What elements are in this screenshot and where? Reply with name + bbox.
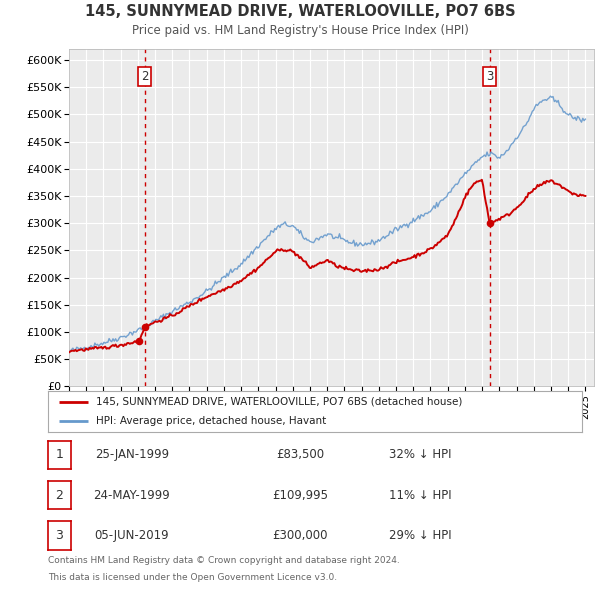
Text: 2: 2 [141,70,148,83]
Text: 3: 3 [55,529,64,542]
Text: This data is licensed under the Open Government Licence v3.0.: This data is licensed under the Open Gov… [48,572,337,582]
Text: £109,995: £109,995 [272,489,328,502]
Text: 3: 3 [486,70,493,83]
Text: Contains HM Land Registry data © Crown copyright and database right 2024.: Contains HM Land Registry data © Crown c… [48,556,400,565]
Text: Price paid vs. HM Land Registry's House Price Index (HPI): Price paid vs. HM Land Registry's House … [131,24,469,37]
Text: 05-JUN-2019: 05-JUN-2019 [95,529,169,542]
Text: HPI: Average price, detached house, Havant: HPI: Average price, detached house, Hava… [96,416,326,426]
Text: £83,500: £83,500 [276,448,324,461]
Text: 11% ↓ HPI: 11% ↓ HPI [389,489,451,502]
Text: 29% ↓ HPI: 29% ↓ HPI [389,529,451,542]
Text: £300,000: £300,000 [272,529,328,542]
Text: 145, SUNNYMEAD DRIVE, WATERLOOVILLE, PO7 6BS: 145, SUNNYMEAD DRIVE, WATERLOOVILLE, PO7… [85,4,515,19]
Text: 2: 2 [55,489,64,502]
Text: 24-MAY-1999: 24-MAY-1999 [94,489,170,502]
Text: 1: 1 [55,448,64,461]
Text: 25-JAN-1999: 25-JAN-1999 [95,448,169,461]
Text: 32% ↓ HPI: 32% ↓ HPI [389,448,451,461]
Text: 145, SUNNYMEAD DRIVE, WATERLOOVILLE, PO7 6BS (detached house): 145, SUNNYMEAD DRIVE, WATERLOOVILLE, PO7… [96,396,463,407]
